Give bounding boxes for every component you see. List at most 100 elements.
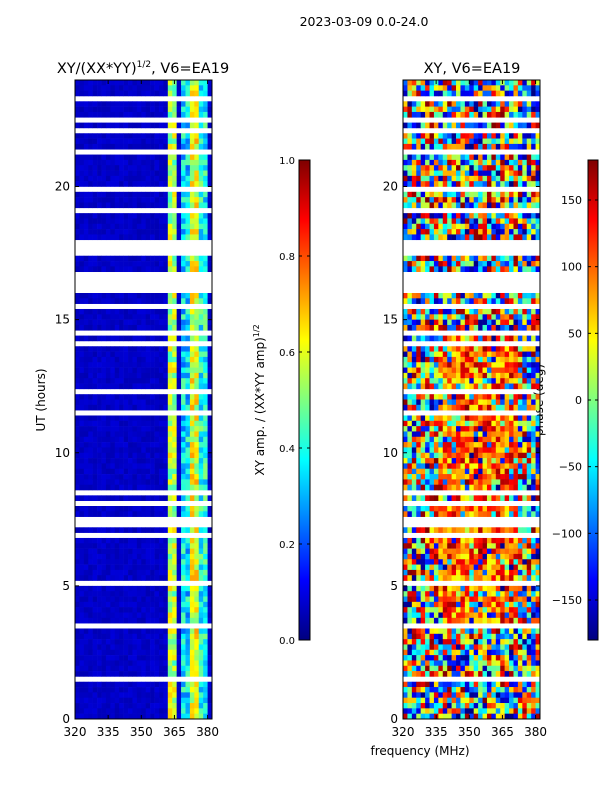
amp-cell [159,256,164,262]
phase-cell [403,213,408,219]
amp-cell [190,213,195,219]
phase-cell [443,234,448,240]
phase-cell [487,218,492,224]
phase-cell [403,325,408,331]
amp-cell [79,378,84,384]
amp-cell [185,453,190,459]
amp-cell [194,692,199,698]
phase-cell [500,453,505,459]
amp-cell [163,202,168,208]
amp-cell [106,91,111,97]
amp-cell [146,362,151,368]
amp-cell [194,107,199,113]
amp-cell [88,405,93,411]
amp-cell [203,256,208,262]
amp-cell [177,394,182,400]
phase-cell [434,234,439,240]
phase-cell [434,181,439,187]
phase-cell [518,362,523,368]
phase-cell [469,479,474,485]
amp-cell [163,644,168,650]
phase-cell [412,405,417,411]
amp-cell [124,570,129,576]
phase-cell [421,266,426,272]
amp-cell [102,495,107,501]
phase-cell [447,362,452,368]
phase-cell [491,378,496,384]
amp-cell [194,554,199,560]
amp-cell [146,538,151,544]
amp-cell [93,687,98,693]
phase-cell [425,266,430,272]
phase-cell [443,426,448,432]
phase-cell [474,506,479,512]
phase-cell [527,325,532,331]
amp-cell [190,634,195,640]
amp-cell [141,698,146,704]
amp-cell [146,485,151,491]
amp-cell [146,463,151,469]
amp-cell [110,202,115,208]
amp-cell [93,229,98,235]
amp-cell [163,224,168,230]
phase-cell [407,112,412,118]
phase-cell [527,469,532,475]
amp-cell [177,336,182,342]
amp-cell [102,666,107,672]
amp-cell [172,655,177,661]
phase-cell [407,368,412,374]
amp-cell [115,139,120,145]
amp-cell [190,597,195,603]
amp-cell [199,218,204,224]
phase-cell [416,458,421,464]
amp-cell [110,160,115,166]
amp-cell [84,437,89,443]
amp-cell [137,431,142,437]
amp-cell [177,458,182,464]
amp-cell [102,362,107,368]
amp-cell [88,107,93,113]
phase-cell [527,400,532,406]
amp-cell [150,559,155,565]
amp-cell [102,586,107,592]
phase-cell [460,357,465,363]
phase-cell [513,442,518,448]
amp-cell [194,479,199,485]
amp-cell [128,213,133,219]
amp-cell [124,309,129,315]
phase-cell [496,426,501,432]
phase-cell [500,314,505,320]
phase-cell [460,224,465,230]
amp-cell [84,485,89,491]
phase-cell [443,442,448,448]
phase-cell [491,352,496,358]
phase-cell [416,415,421,421]
amp-cell [128,453,133,459]
phase-cell [465,139,470,145]
amp-cell [150,570,155,576]
phase-cell [456,224,461,230]
amp-cell [97,197,102,203]
amp-cell [84,655,89,661]
amp-cell [106,602,111,608]
amp-cell [124,394,129,400]
amp-cell [115,293,120,299]
phase-cell [509,453,514,459]
amp-cell [88,495,93,501]
phase-cell [505,229,510,235]
phase-cell [403,181,408,187]
phase-cell [500,181,505,187]
amp-cell [146,139,151,145]
amp-cell [146,202,151,208]
phase-cell [478,426,483,432]
amp-cell [102,421,107,427]
phase-cell [474,139,479,145]
phase-cell [438,85,443,91]
phase-cell [500,437,505,443]
amp-cell [79,368,84,374]
amp-cell [203,197,208,203]
amp-cell [185,447,190,453]
amp-cell [97,682,102,688]
amp-cell [93,644,98,650]
phase-cell [443,373,448,379]
